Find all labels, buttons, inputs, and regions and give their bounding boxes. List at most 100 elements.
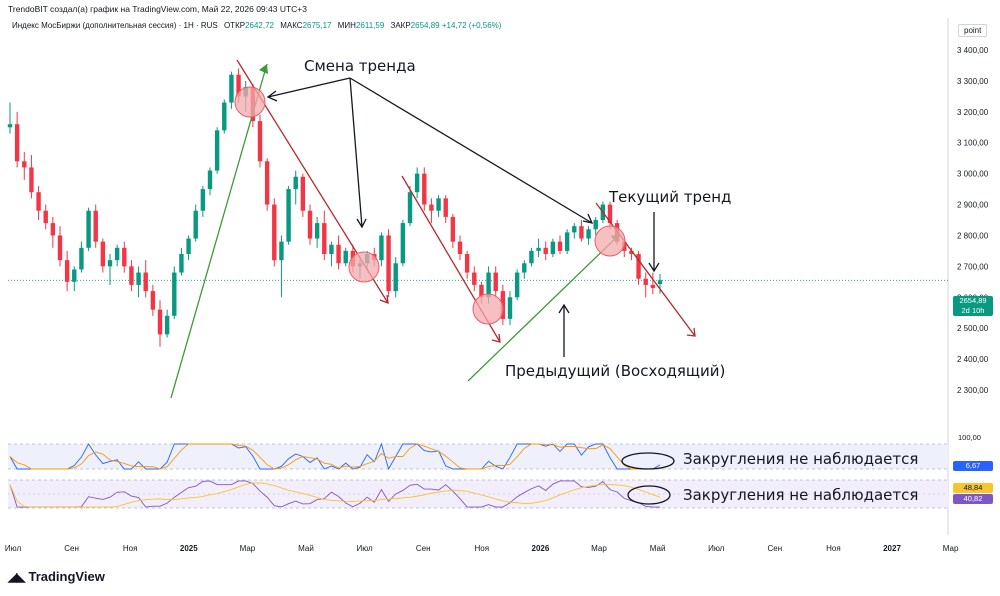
candle (36, 186, 41, 220)
stoch-rounding-circle (621, 452, 675, 470)
price-tick-label: 2 700,00 (957, 262, 989, 271)
rsi-lines (9, 480, 661, 508)
price-tick-label: 3 400,00 (957, 46, 989, 55)
candle (14, 111, 20, 168)
candle (572, 223, 577, 239)
candle (286, 186, 291, 245)
candle (186, 235, 191, 261)
candle (222, 99, 227, 134)
candle (586, 226, 591, 245)
candle (164, 309, 170, 338)
candle (7, 102, 13, 134)
candle (122, 241, 127, 273)
candle (114, 244, 120, 267)
reversal-marker-3 (472, 293, 504, 325)
rsi-rounding-circle (627, 485, 671, 505)
ohlc-legend: Индекс МосБиржи (дополнительная сессия) … (12, 21, 501, 30)
time-axis: Июл Сен Ноя 2025 Мар Май Июл Сен Ноя 2026 Мар Май Ию… (5, 544, 959, 553)
candle (214, 127, 220, 174)
candle (414, 167, 420, 199)
reversal-marker-1 (234, 86, 266, 118)
open-label: ОТКР (223, 21, 246, 30)
candle (129, 260, 134, 292)
candle (386, 229, 391, 298)
stochastic-lines (9, 442, 661, 471)
time-tick-label: Сен (767, 544, 782, 553)
candle (50, 216, 56, 248)
tradingview-logo[interactable]: ◢◣ TradingView (8, 569, 105, 584)
rsi-line (9, 480, 660, 508)
high-label: МАКС (280, 21, 303, 30)
low-value: 2611,59 (355, 21, 385, 30)
time-tick-label: Ноя (826, 544, 841, 553)
candle (322, 210, 327, 261)
candle (429, 198, 434, 224)
annotation-stoch-no-rounding: Закругления не наблюдается (683, 450, 918, 468)
time-tick-label: Мар (943, 544, 959, 553)
candle (157, 300, 163, 347)
annotation-previous-trend: Предыдущий (Восходящий) (505, 362, 725, 380)
time-tick-label: 2027 (883, 544, 901, 553)
stoch-level-label: 100,00 (958, 433, 981, 442)
candle (293, 170, 298, 205)
candle (457, 235, 463, 261)
candle (29, 155, 34, 199)
open-value: 2642,72 (245, 21, 274, 30)
candle (257, 114, 263, 168)
candle (22, 152, 27, 180)
candle (136, 266, 141, 298)
candle (636, 250, 641, 285)
candle (522, 260, 527, 279)
time-tick-label: 2025 (180, 544, 198, 553)
candle (200, 186, 206, 217)
candle (307, 204, 313, 245)
candle (314, 216, 320, 248)
candle (607, 201, 613, 230)
candle (507, 291, 513, 326)
candle (422, 167, 427, 211)
candle (464, 250, 470, 279)
change-value: +14,72 (+0,56%) (441, 21, 502, 30)
candle (64, 250, 70, 292)
candle (300, 173, 306, 217)
time-tick-label: Ноя (123, 544, 138, 553)
reversal-marker-2 (348, 251, 380, 283)
candle (450, 213, 456, 248)
time-tick-label: 2026 (532, 544, 550, 553)
candle (279, 235, 284, 298)
time-tick-label: Май (298, 544, 314, 553)
candle (550, 238, 556, 258)
candle (579, 220, 584, 242)
price-tick-label: 3 100,00 (957, 139, 989, 148)
candle (229, 71, 234, 109)
price-tick-label: 2 300,00 (957, 386, 989, 395)
price-tick-label: 2 800,00 (957, 231, 989, 240)
candle (172, 266, 177, 319)
price-tick-label: 2 900,00 (957, 201, 989, 210)
candle (93, 204, 98, 248)
annotation-trend-change: Смена тренда (304, 57, 416, 75)
candle (86, 207, 91, 251)
time-tick-label: Сен (64, 544, 79, 553)
stoch-value-badge: 6,67 (953, 461, 993, 471)
candle (472, 266, 477, 292)
candle (443, 195, 448, 224)
price-tick-label: 3 200,00 (957, 108, 989, 117)
candle (264, 158, 270, 211)
bar-countdown: 2d 10h (961, 306, 985, 315)
uptrend-line-2 (467, 233, 621, 382)
candle (57, 226, 63, 267)
candle (407, 186, 413, 227)
axis-unit-button[interactable]: point (958, 24, 988, 37)
price-tick-label: 3 300,00 (957, 77, 989, 86)
candle (100, 238, 106, 273)
candle (593, 216, 598, 236)
price-tick-label: 2 400,00 (957, 355, 989, 364)
candle (436, 195, 441, 217)
candle (179, 247, 184, 276)
time-tick-label: Июл (5, 544, 22, 553)
high-value: 2675,17 (302, 21, 332, 30)
downtrend-line-3 (595, 202, 696, 337)
price-axis: 3 400,00 3 300,00 3 200,00 3 100,00 3 000,00… (957, 46, 989, 395)
